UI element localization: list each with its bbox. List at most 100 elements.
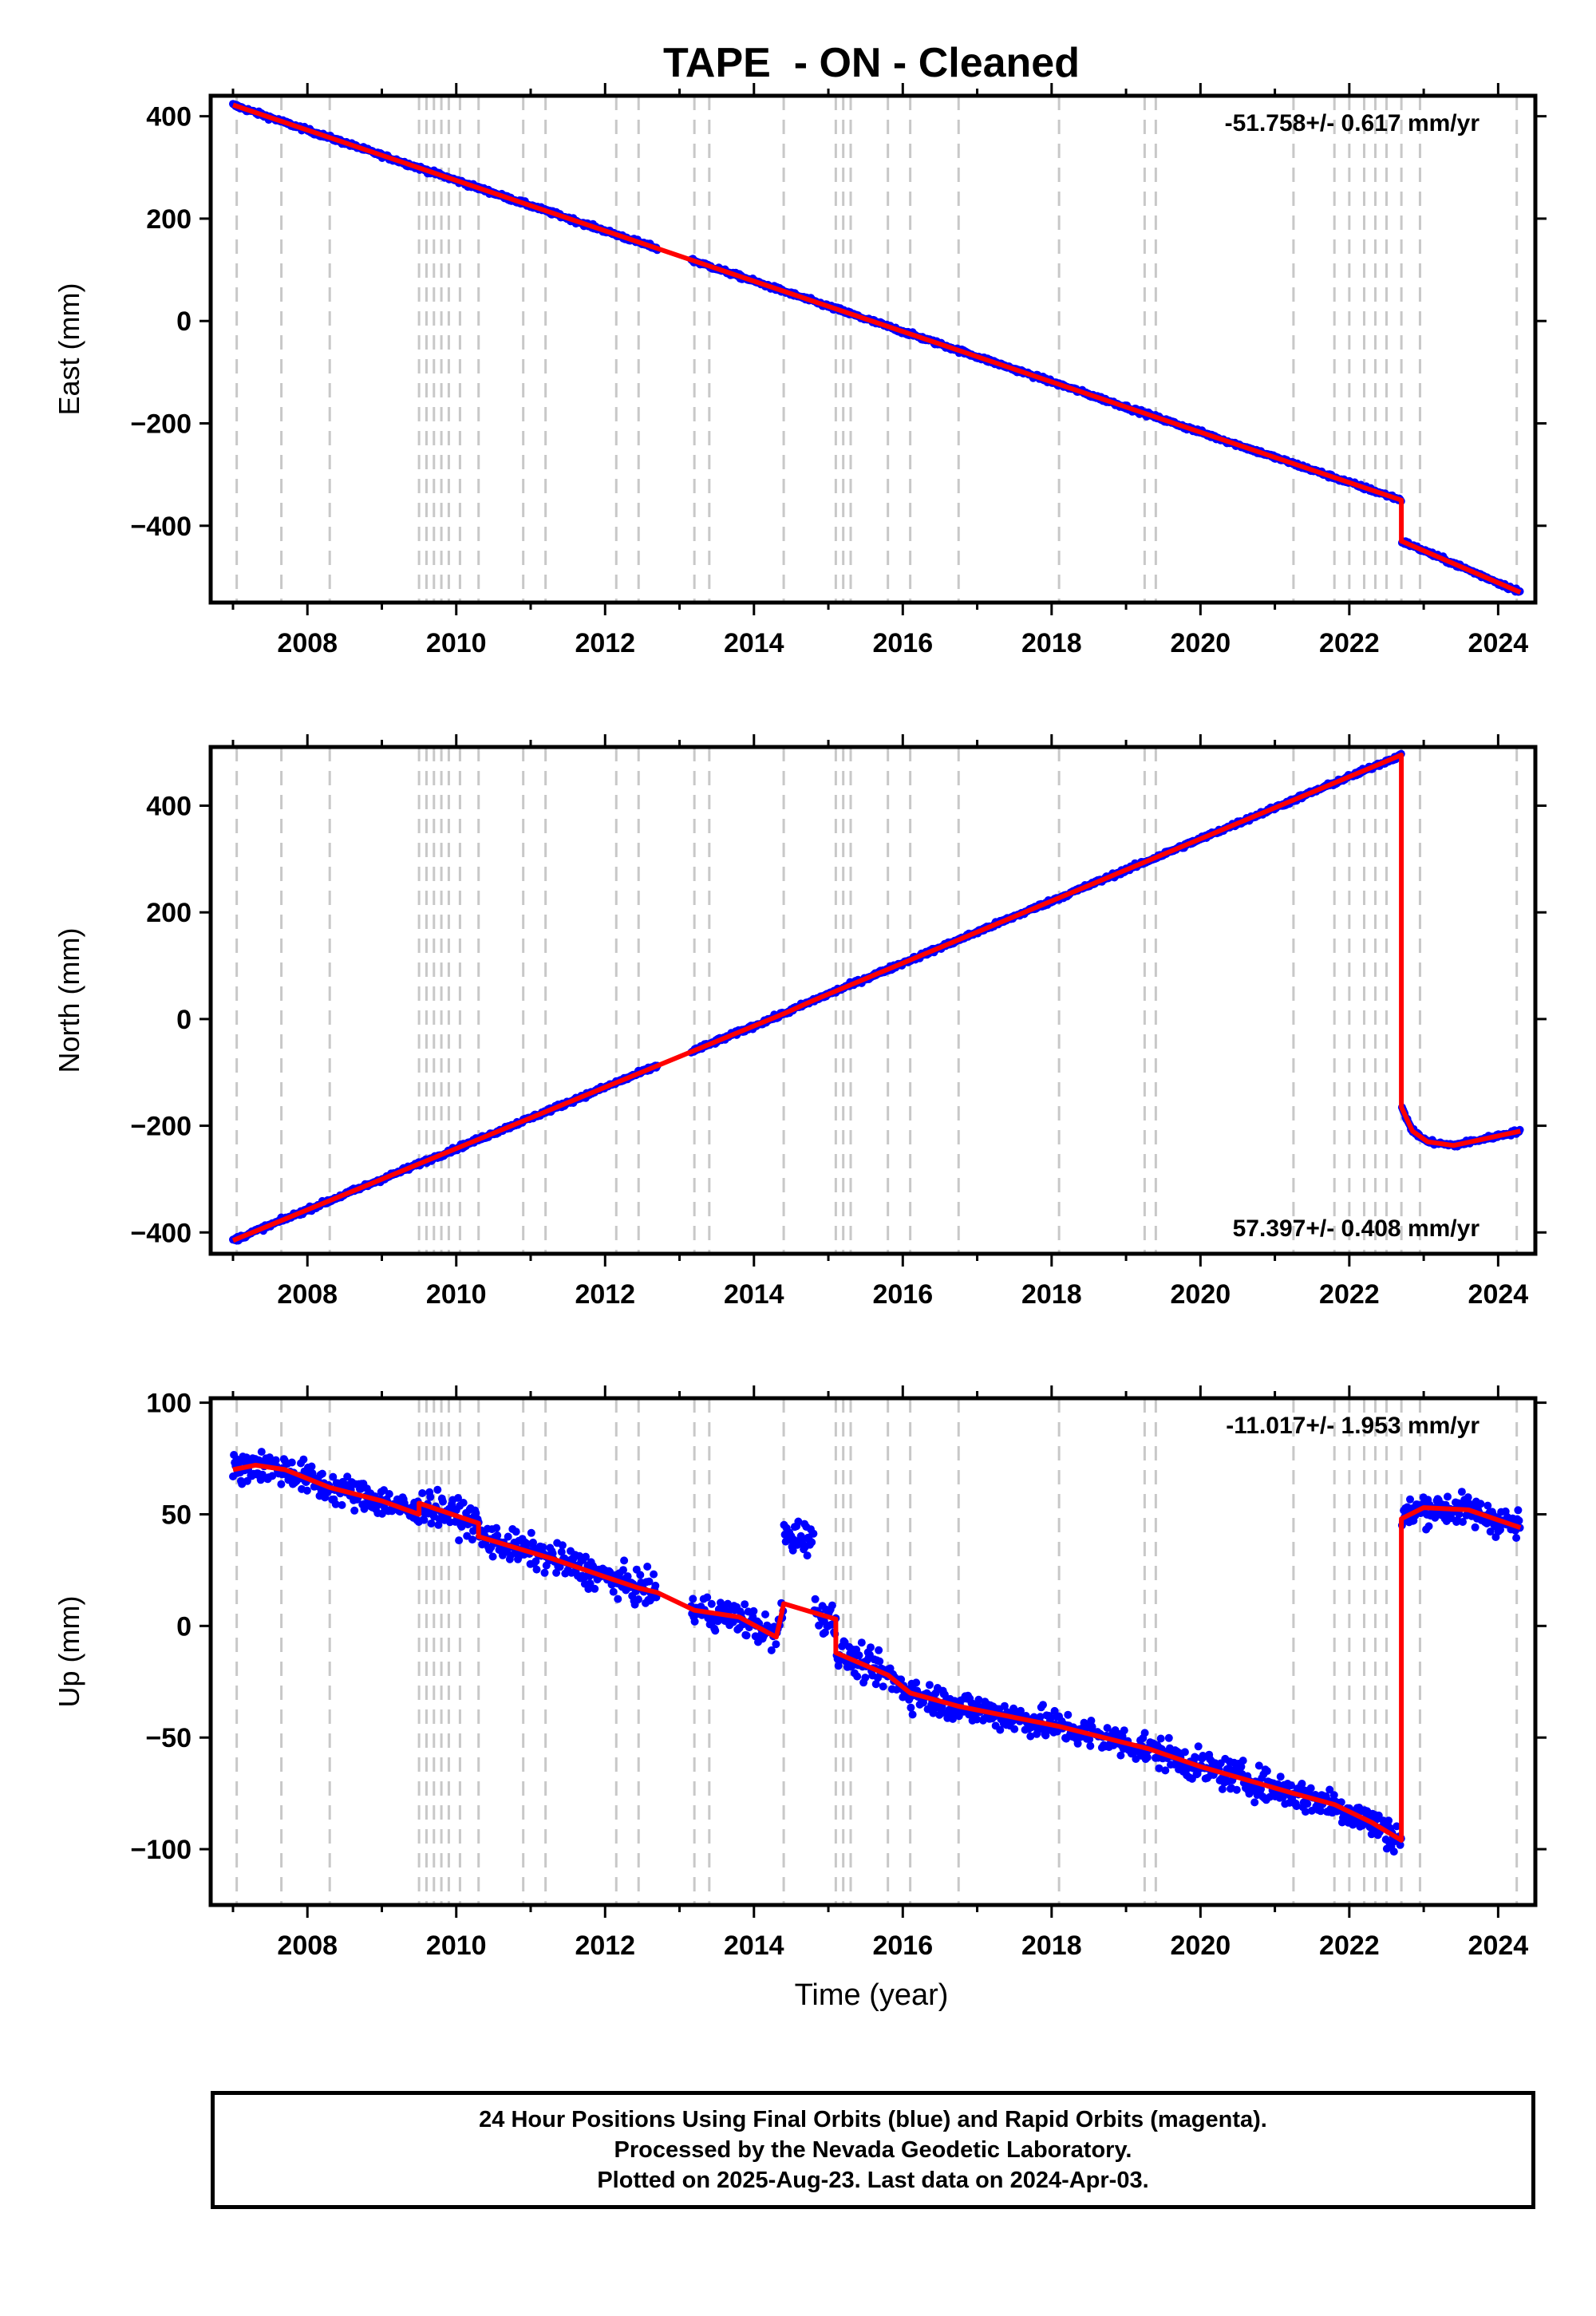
x-tick-label: 2024 (1468, 1931, 1529, 1961)
plot-frame (208, 93, 1538, 605)
x-tick-label: 2018 (1021, 628, 1082, 658)
data-point (586, 1579, 595, 1588)
x-tick-label: 2024 (1468, 1279, 1529, 1310)
data-point (257, 1448, 266, 1456)
data-point (1302, 1808, 1310, 1816)
data-point (532, 1565, 541, 1574)
x-tick-label: 2022 (1319, 1931, 1380, 1961)
data-point (558, 1541, 567, 1550)
y-tick-label: −200 (130, 1112, 192, 1142)
data-point (1041, 1731, 1050, 1740)
data-point (299, 1455, 308, 1464)
data-point (307, 1462, 316, 1471)
data-point (925, 1681, 934, 1690)
data-point (1218, 1784, 1227, 1793)
data-point (871, 1680, 880, 1689)
data-point (1238, 1757, 1247, 1765)
data-point (749, 1607, 758, 1615)
data-point (634, 1595, 642, 1604)
caption-line-1: 24 Hour Positions Using Final Orbits (bl… (479, 2107, 1267, 2132)
data-point (643, 1563, 652, 1571)
data-point (557, 1547, 566, 1556)
plot-frame (208, 745, 1538, 1256)
data-point (1085, 1735, 1094, 1744)
data-point (973, 1715, 982, 1724)
data-point (974, 1695, 983, 1704)
data-point (1317, 1807, 1325, 1816)
data-point (1515, 1516, 1523, 1525)
data-point (1140, 1729, 1149, 1737)
data-point (875, 1657, 884, 1666)
data-point (1164, 1733, 1173, 1742)
data-point (242, 1453, 251, 1462)
data-point (1483, 1501, 1492, 1510)
data-point (996, 1725, 1005, 1734)
data-point (1250, 1798, 1259, 1807)
data-point (1009, 1704, 1018, 1713)
data-point (1254, 1761, 1263, 1770)
data-point (1306, 1784, 1315, 1792)
data-point (1329, 1791, 1338, 1800)
data-point (548, 1549, 557, 1558)
x-tick-label: 2008 (277, 1279, 338, 1310)
data-point (1039, 1701, 1047, 1709)
data-point (741, 1600, 749, 1609)
data-point (1512, 1534, 1521, 1542)
y-tick-label: 50 (161, 1500, 192, 1530)
data-point (331, 1500, 340, 1508)
event-lines (235, 96, 1519, 603)
x-tick-label: 2020 (1171, 628, 1231, 658)
x-tick-label: 2008 (277, 1931, 338, 1961)
data-point (1424, 1522, 1433, 1531)
data-point (591, 1584, 599, 1593)
data-point (504, 1532, 512, 1541)
data-point (803, 1551, 812, 1560)
chart-title: TAPE - ON - Cleaned (663, 40, 1080, 86)
data-point (742, 1631, 751, 1640)
plot-frame (208, 1396, 1538, 1907)
data-point (650, 1570, 658, 1579)
model-line (232, 1462, 1522, 1843)
data-point (552, 1568, 561, 1577)
y-tick-label: −100 (130, 1835, 192, 1865)
data-point (1180, 1748, 1189, 1757)
y-tick-label: 0 (176, 306, 192, 337)
data-point (1276, 1773, 1285, 1781)
data-point (623, 1572, 632, 1581)
data-point (636, 1571, 645, 1579)
data-point (1086, 1741, 1095, 1750)
y-tick-label: 200 (146, 204, 192, 235)
data-point (343, 1472, 352, 1481)
data-point (690, 1617, 699, 1626)
x-tick-label: 2014 (724, 628, 784, 658)
rate-label: -11.017+/- 1.953 mm/yr (1226, 1413, 1479, 1439)
data-point (439, 1497, 447, 1506)
data-point (1194, 1742, 1203, 1751)
data-point (809, 1529, 818, 1538)
data-point (1287, 1781, 1296, 1790)
y-tick-label: 400 (146, 792, 192, 822)
data-point (287, 1458, 296, 1467)
data-point (1143, 1753, 1152, 1761)
data-point (1116, 1751, 1125, 1760)
data-point (426, 1492, 435, 1501)
data-point (1191, 1753, 1200, 1762)
data-point (811, 1595, 820, 1603)
x-tick-label: 2024 (1468, 628, 1529, 658)
data-point (1303, 1800, 1312, 1808)
data-point (302, 1486, 311, 1495)
data-point (1000, 1701, 1009, 1710)
data-point (459, 1499, 468, 1507)
y-tick-label: 200 (146, 898, 192, 928)
data-point (488, 1552, 497, 1561)
x-tick-label: 2022 (1319, 628, 1380, 658)
data-point (1444, 1492, 1452, 1501)
data-point (912, 1678, 921, 1687)
data-point (1393, 1822, 1401, 1831)
data-point (1455, 1510, 1464, 1519)
caption-line-3: Plotted on 2025-Aug-23. Last data on 202… (597, 2168, 1149, 2193)
data-point (828, 1601, 836, 1610)
data-point (620, 1556, 629, 1565)
data-point (582, 1552, 590, 1561)
